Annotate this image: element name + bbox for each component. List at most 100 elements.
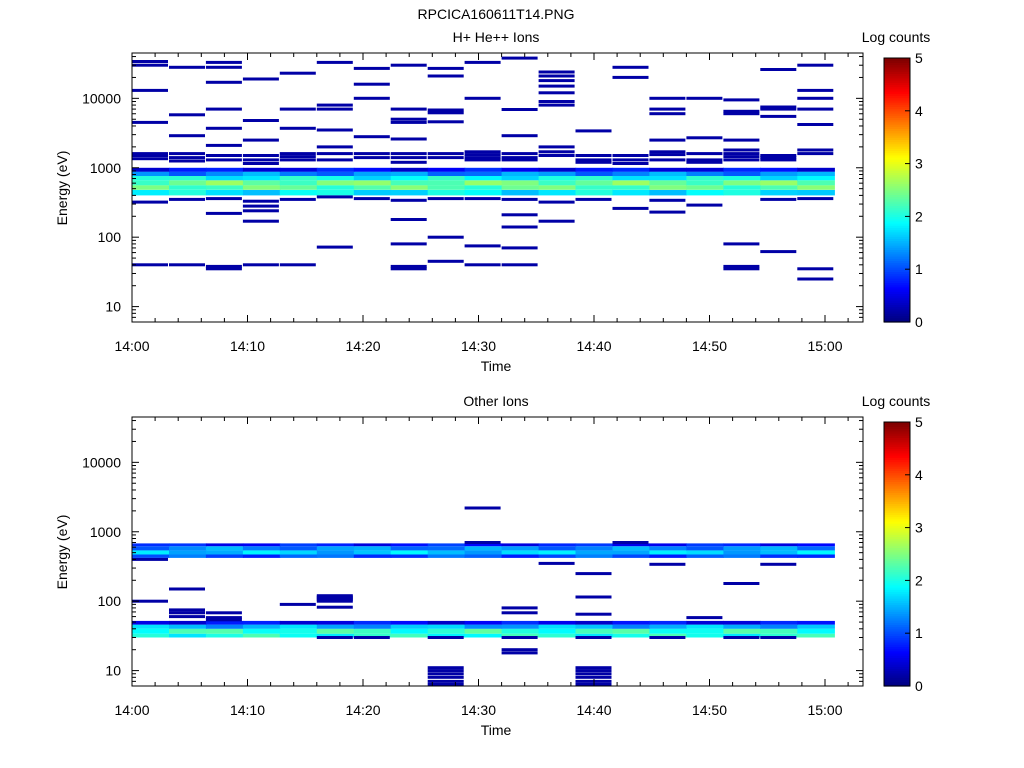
figure-title: RPCICA160611T14.PNG — [418, 6, 575, 22]
count-cell — [205, 158, 242, 162]
band-cell — [575, 189, 614, 196]
band-cell — [501, 176, 540, 181]
band-cell — [316, 620, 355, 625]
count-cell — [575, 595, 612, 599]
count-cell — [760, 562, 797, 566]
count-cell — [464, 244, 501, 248]
band-cell — [169, 554, 207, 558]
colorbar-segment — [884, 234, 910, 237]
band-cell — [316, 171, 355, 176]
colorbar-segment — [884, 642, 910, 645]
y-tick-label: 10000 — [82, 90, 121, 106]
count-cell — [427, 197, 464, 201]
band-cell — [279, 167, 318, 172]
band-cell — [169, 189, 207, 196]
count-cell — [538, 91, 575, 95]
colorbar-segment — [884, 639, 910, 643]
count-cell — [132, 599, 168, 603]
count-cell — [723, 152, 760, 156]
colorbar-segment — [884, 212, 910, 215]
colorbar-segment — [884, 448, 910, 452]
y-tick-label: 100 — [98, 229, 122, 245]
band-cell — [575, 185, 614, 190]
band-cell — [760, 550, 798, 555]
count-cell — [686, 616, 723, 620]
band-cell — [612, 628, 651, 634]
colorbar-segment — [884, 683, 910, 687]
band-cell — [353, 189, 392, 196]
band-cell — [353, 171, 392, 176]
colorbar-segment — [884, 152, 910, 156]
colorbar-segment — [884, 422, 910, 425]
count-cell — [686, 203, 723, 207]
count-cell — [723, 636, 760, 639]
band-cell — [464, 176, 503, 181]
band-cell — [316, 554, 355, 558]
band-cell — [649, 624, 687, 629]
band-cell — [723, 628, 761, 634]
colorbar-tick-label: 0 — [915, 678, 923, 694]
count-cell — [353, 636, 390, 639]
band-cell — [501, 543, 540, 547]
band-cell — [649, 543, 687, 547]
count-cell — [501, 263, 538, 267]
band-cell — [575, 543, 614, 547]
count-cell — [242, 119, 279, 122]
colorbar-segment — [884, 71, 910, 74]
count-cell — [205, 267, 242, 271]
band-cell — [575, 620, 614, 625]
colorbar-segment — [884, 245, 910, 248]
band-cell — [427, 167, 466, 172]
count-cell — [575, 572, 612, 576]
count-cell — [353, 135, 390, 139]
colorbar-segment — [884, 481, 910, 485]
count-cell — [427, 66, 464, 70]
colorbar-segment — [884, 551, 910, 555]
count-cell — [575, 197, 612, 201]
band-cell — [279, 180, 318, 186]
band-cell — [723, 189, 761, 196]
band-cell — [686, 167, 724, 172]
band-cell — [538, 180, 577, 186]
colorbar-segment — [884, 163, 910, 167]
band-cell — [538, 554, 577, 558]
band-cell — [242, 620, 281, 625]
band-cell — [797, 546, 835, 551]
band-cell — [242, 180, 281, 186]
band-cell — [427, 624, 466, 629]
colorbar-segment — [884, 503, 910, 507]
band-cell — [242, 185, 281, 190]
panel-title: Other Ions — [463, 393, 528, 409]
count-cell — [538, 561, 575, 565]
count-cell — [427, 683, 464, 686]
count-cell — [242, 209, 279, 213]
colorbar-segment — [884, 179, 910, 182]
colorbar-tick-label: 3 — [915, 520, 923, 536]
band-cell — [612, 185, 651, 190]
band-cell — [760, 546, 798, 551]
colorbar-segment — [884, 181, 910, 184]
colorbar-segment — [884, 578, 910, 581]
band-cell — [760, 554, 798, 558]
count-cell — [316, 245, 353, 249]
count-cell — [612, 75, 649, 79]
colorbar-segment — [884, 516, 910, 520]
band-cell — [427, 550, 466, 555]
count-cell — [132, 157, 168, 161]
band-cell — [538, 550, 577, 555]
band-cell — [612, 620, 651, 625]
count-cell — [427, 669, 464, 673]
colorbar-tick-label: 2 — [915, 208, 923, 224]
band-cell — [575, 624, 614, 629]
band-cell — [612, 550, 651, 555]
band-cell — [390, 543, 429, 547]
colorbar-segment — [884, 444, 910, 447]
count-cell — [427, 259, 464, 263]
colorbar-segment — [884, 227, 910, 231]
band-cell — [316, 189, 355, 196]
band-cell — [649, 180, 687, 186]
colorbar-segment — [884, 492, 910, 496]
colorbar-segment — [884, 286, 910, 290]
colorbar-segment — [884, 485, 910, 489]
count-cell — [538, 74, 575, 78]
